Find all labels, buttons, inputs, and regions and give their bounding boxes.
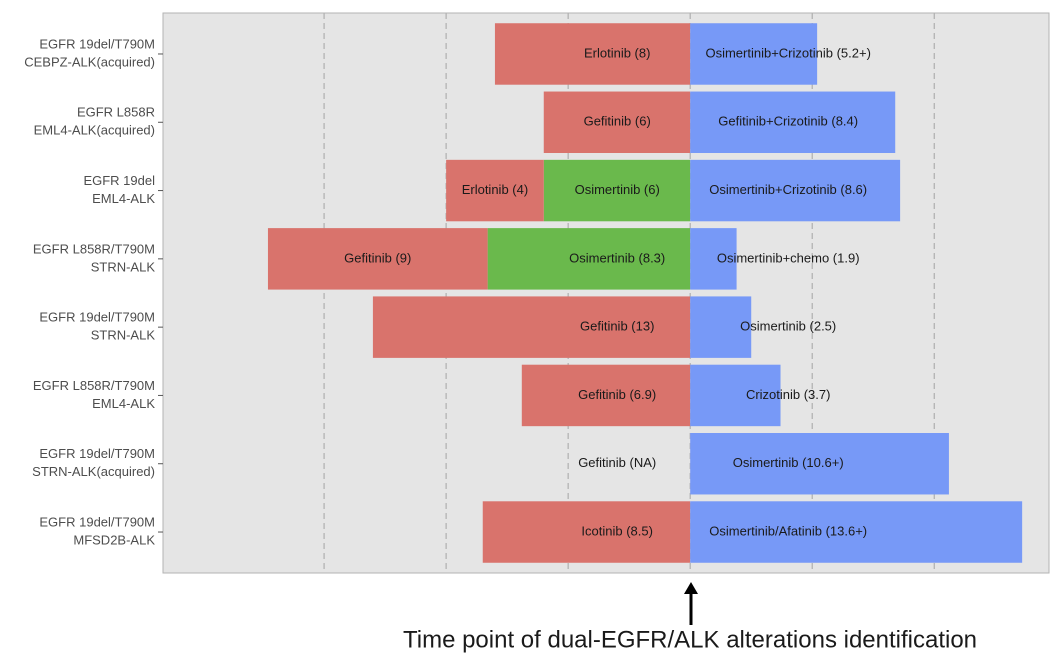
bar-segment: [372, 296, 691, 358]
bar-segment: [267, 228, 488, 290]
bar-label: Gefitinib (9): [344, 250, 411, 265]
y-tick-label: EGFR L858R/T790M: [33, 378, 155, 393]
y-tick-label: EGFR 19del: [83, 173, 155, 188]
bar-label: Osimertinib+chemo (1.9): [717, 250, 860, 265]
y-tick-label: EML4-ALK: [92, 396, 155, 411]
bar-segment: [690, 433, 949, 495]
y-tick-label: STRN-ALK(acquired): [32, 464, 155, 479]
bar-segment: [543, 91, 691, 153]
bar-segment: [690, 91, 896, 153]
bar-label: Erlotinib (4): [462, 182, 528, 197]
bar-label: Osimertinib (8.3): [569, 250, 665, 265]
y-tick-label: EGFR 19del/T790M: [39, 310, 155, 325]
bar-segment: [487, 228, 691, 290]
bar-segment: [690, 23, 818, 85]
y-tick-label: EML4-ALK: [92, 191, 155, 206]
y-tick-label: STRN-ALK: [91, 328, 156, 343]
arrow-head: [684, 582, 698, 594]
y-tick-label: STRN-ALK: [91, 259, 156, 274]
bar-label: Erlotinib (8): [584, 45, 650, 60]
y-tick-label: MFSD2B-ALK: [73, 532, 155, 547]
bar-segment: [521, 364, 691, 427]
bar-label: Gefitinib (13): [580, 319, 654, 334]
y-tick-label: EGFR 19del/T790M: [39, 36, 155, 51]
labels: Erlotinib (8) Osimertinib+Crizotinib (5.2…: [344, 45, 871, 538]
bar-label: Osimertinib (10.6+): [733, 455, 844, 470]
bar-label: Gefitinib (NA): [578, 455, 656, 470]
bar-segment: [494, 23, 691, 85]
bar-segment: [543, 159, 691, 222]
bar-label: Icotinib (8.5): [581, 523, 653, 538]
bar-segment: [690, 296, 752, 358]
bar-label: Crizotinib (3.7): [746, 387, 831, 402]
bar-segment: [690, 501, 1023, 563]
bar-label: Gefitinib+Crizotinib (8.4): [718, 114, 858, 129]
y-tick-label: EGFR 19del/T790M: [39, 514, 155, 529]
bar-label: Osimertinib+Crizotinib (8.6): [709, 182, 867, 197]
bar-segment: [690, 228, 737, 290]
y-tick-label: EGFR L858R/T790M: [33, 241, 155, 256]
y-tick-label: EGFR L858R: [77, 105, 155, 120]
bar-label: Osimertinib (2.5): [740, 319, 836, 334]
bar-label: Gefitinib (6.9): [578, 387, 656, 402]
bar-label: Gefitinib (6): [584, 114, 651, 129]
annotation: Time point of dual-EGFR/ALK alterations …: [403, 626, 977, 653]
bar-segment: [690, 364, 781, 427]
bar-label: Osimertinib+Crizotinib (5.2+): [705, 45, 870, 60]
bar-label: Osimertinib (6): [575, 182, 660, 197]
y-tick-label: EML4-ALK(acquired): [34, 123, 155, 138]
bars: [267, 23, 1023, 563]
bar-segment: [690, 159, 901, 222]
bar-segment: [482, 501, 691, 563]
bar-label: Osimertinib/Afatinib (13.6+): [709, 523, 867, 538]
y-tick-label: CEBPZ-ALK(acquired): [24, 54, 155, 69]
y-tick-label: EGFR 19del/T790M: [39, 446, 155, 461]
bar-segment: [446, 159, 544, 222]
